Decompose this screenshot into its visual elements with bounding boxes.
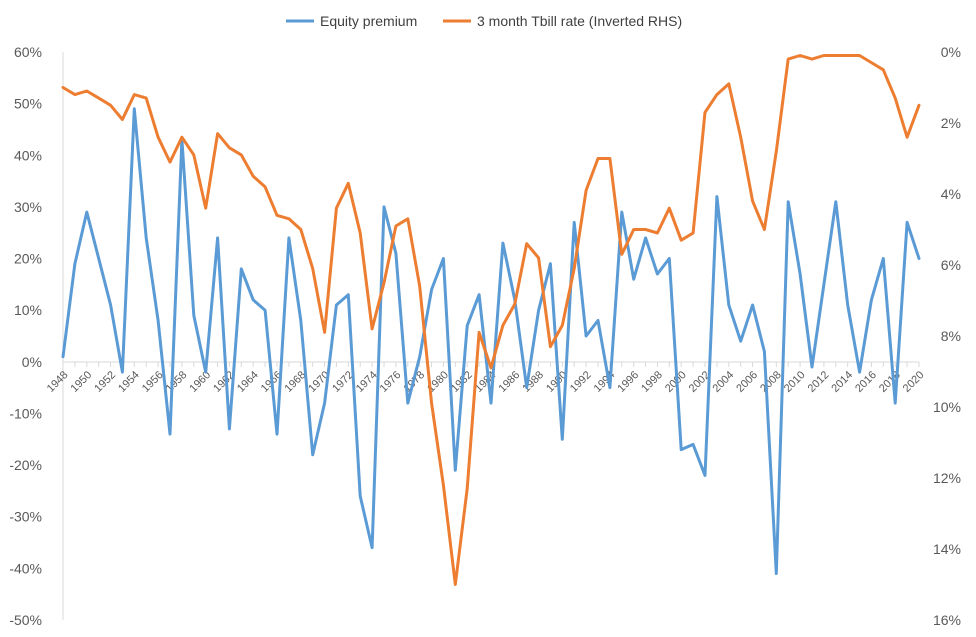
series-line-equity-premium bbox=[61, 107, 921, 575]
x-tick-label: 2020 bbox=[901, 369, 927, 395]
series-lines bbox=[61, 54, 921, 586]
axes bbox=[62, 52, 920, 620]
x-tick-label: 1956 bbox=[140, 369, 166, 395]
y-right-tick-label: 6% bbox=[941, 257, 961, 273]
x-tick-label: 1974 bbox=[354, 369, 380, 395]
y-right-tick-label: 12% bbox=[933, 470, 961, 486]
legend: Equity premium 3 month Tbill rate (Inver… bbox=[286, 13, 682, 29]
y-right-tick-label: 4% bbox=[941, 186, 961, 202]
x-tick-label: 1994 bbox=[592, 369, 618, 395]
y-right-tick-label: 8% bbox=[941, 328, 961, 344]
x-tick-label: 1976 bbox=[378, 369, 404, 395]
y-left-tick-label: -10% bbox=[9, 405, 42, 421]
legend-label-equity-premium: Equity premium bbox=[320, 13, 417, 29]
legend-label-tbill-rate: 3 month Tbill rate (Inverted RHS) bbox=[477, 13, 682, 29]
y-right-tick-labels: 0% 2% 4% 6% 8% 10% 12% 14% 16% bbox=[933, 44, 961, 628]
x-tick-label: 1958 bbox=[164, 369, 190, 395]
x-tick-label: 2016 bbox=[853, 369, 879, 395]
y-left-tick-label: -30% bbox=[9, 509, 42, 525]
y-right-tick-label: 2% bbox=[941, 115, 961, 131]
x-tick-label: 1950 bbox=[69, 369, 95, 395]
y-left-tick-label: 60% bbox=[14, 44, 42, 60]
x-tick-label: 2008 bbox=[758, 369, 784, 395]
y-left-tick-label: 10% bbox=[14, 302, 42, 318]
y-right-tick-label: 10% bbox=[933, 399, 961, 415]
y-left-tick-label: 40% bbox=[14, 147, 42, 163]
y-left-tick-label: 20% bbox=[14, 251, 42, 267]
x-tick-label: 1996 bbox=[615, 369, 641, 395]
x-tick-label: 1992 bbox=[568, 369, 594, 395]
x-tick-label: 2006 bbox=[734, 369, 760, 395]
x-tick-label: 2010 bbox=[782, 369, 808, 395]
x-tick-label: 1948 bbox=[45, 369, 71, 395]
x-tick-label: 1998 bbox=[639, 369, 665, 395]
x-tick-label: 1952 bbox=[92, 369, 118, 395]
x-tick-label: 1960 bbox=[187, 369, 213, 395]
y-left-tick-label: -50% bbox=[9, 612, 42, 628]
x-tick-label: 1986 bbox=[497, 369, 523, 395]
y-right-tick-label: 0% bbox=[941, 44, 961, 60]
y-left-tick-label: 30% bbox=[14, 199, 42, 215]
y-right-tick-label: 14% bbox=[933, 541, 961, 557]
x-tick-label: 2014 bbox=[829, 369, 855, 395]
y-left-tick-label: 50% bbox=[14, 96, 42, 112]
series-line-tbill-rate bbox=[61, 54, 921, 586]
y-left-tick-label: -40% bbox=[9, 560, 42, 576]
y-left-tick-label: 0% bbox=[22, 354, 42, 370]
y-left-tick-label: -20% bbox=[9, 457, 42, 473]
x-tick-label: 2004 bbox=[711, 369, 737, 395]
x-tick-labels: 1948195019521954195619581960196219641966… bbox=[45, 369, 927, 395]
x-tick-label: 1954 bbox=[116, 369, 142, 395]
x-tick-label: 1964 bbox=[235, 369, 261, 395]
y-left-tick-labels: 60% 50% 40% 30% 20% 10% 0% -10% -20% -30% -40% -50% bbox=[9, 44, 42, 628]
x-tick-label: 2018 bbox=[877, 369, 903, 395]
x-tick-label: 2012 bbox=[806, 369, 832, 395]
y-right-tick-label: 16% bbox=[933, 612, 961, 628]
